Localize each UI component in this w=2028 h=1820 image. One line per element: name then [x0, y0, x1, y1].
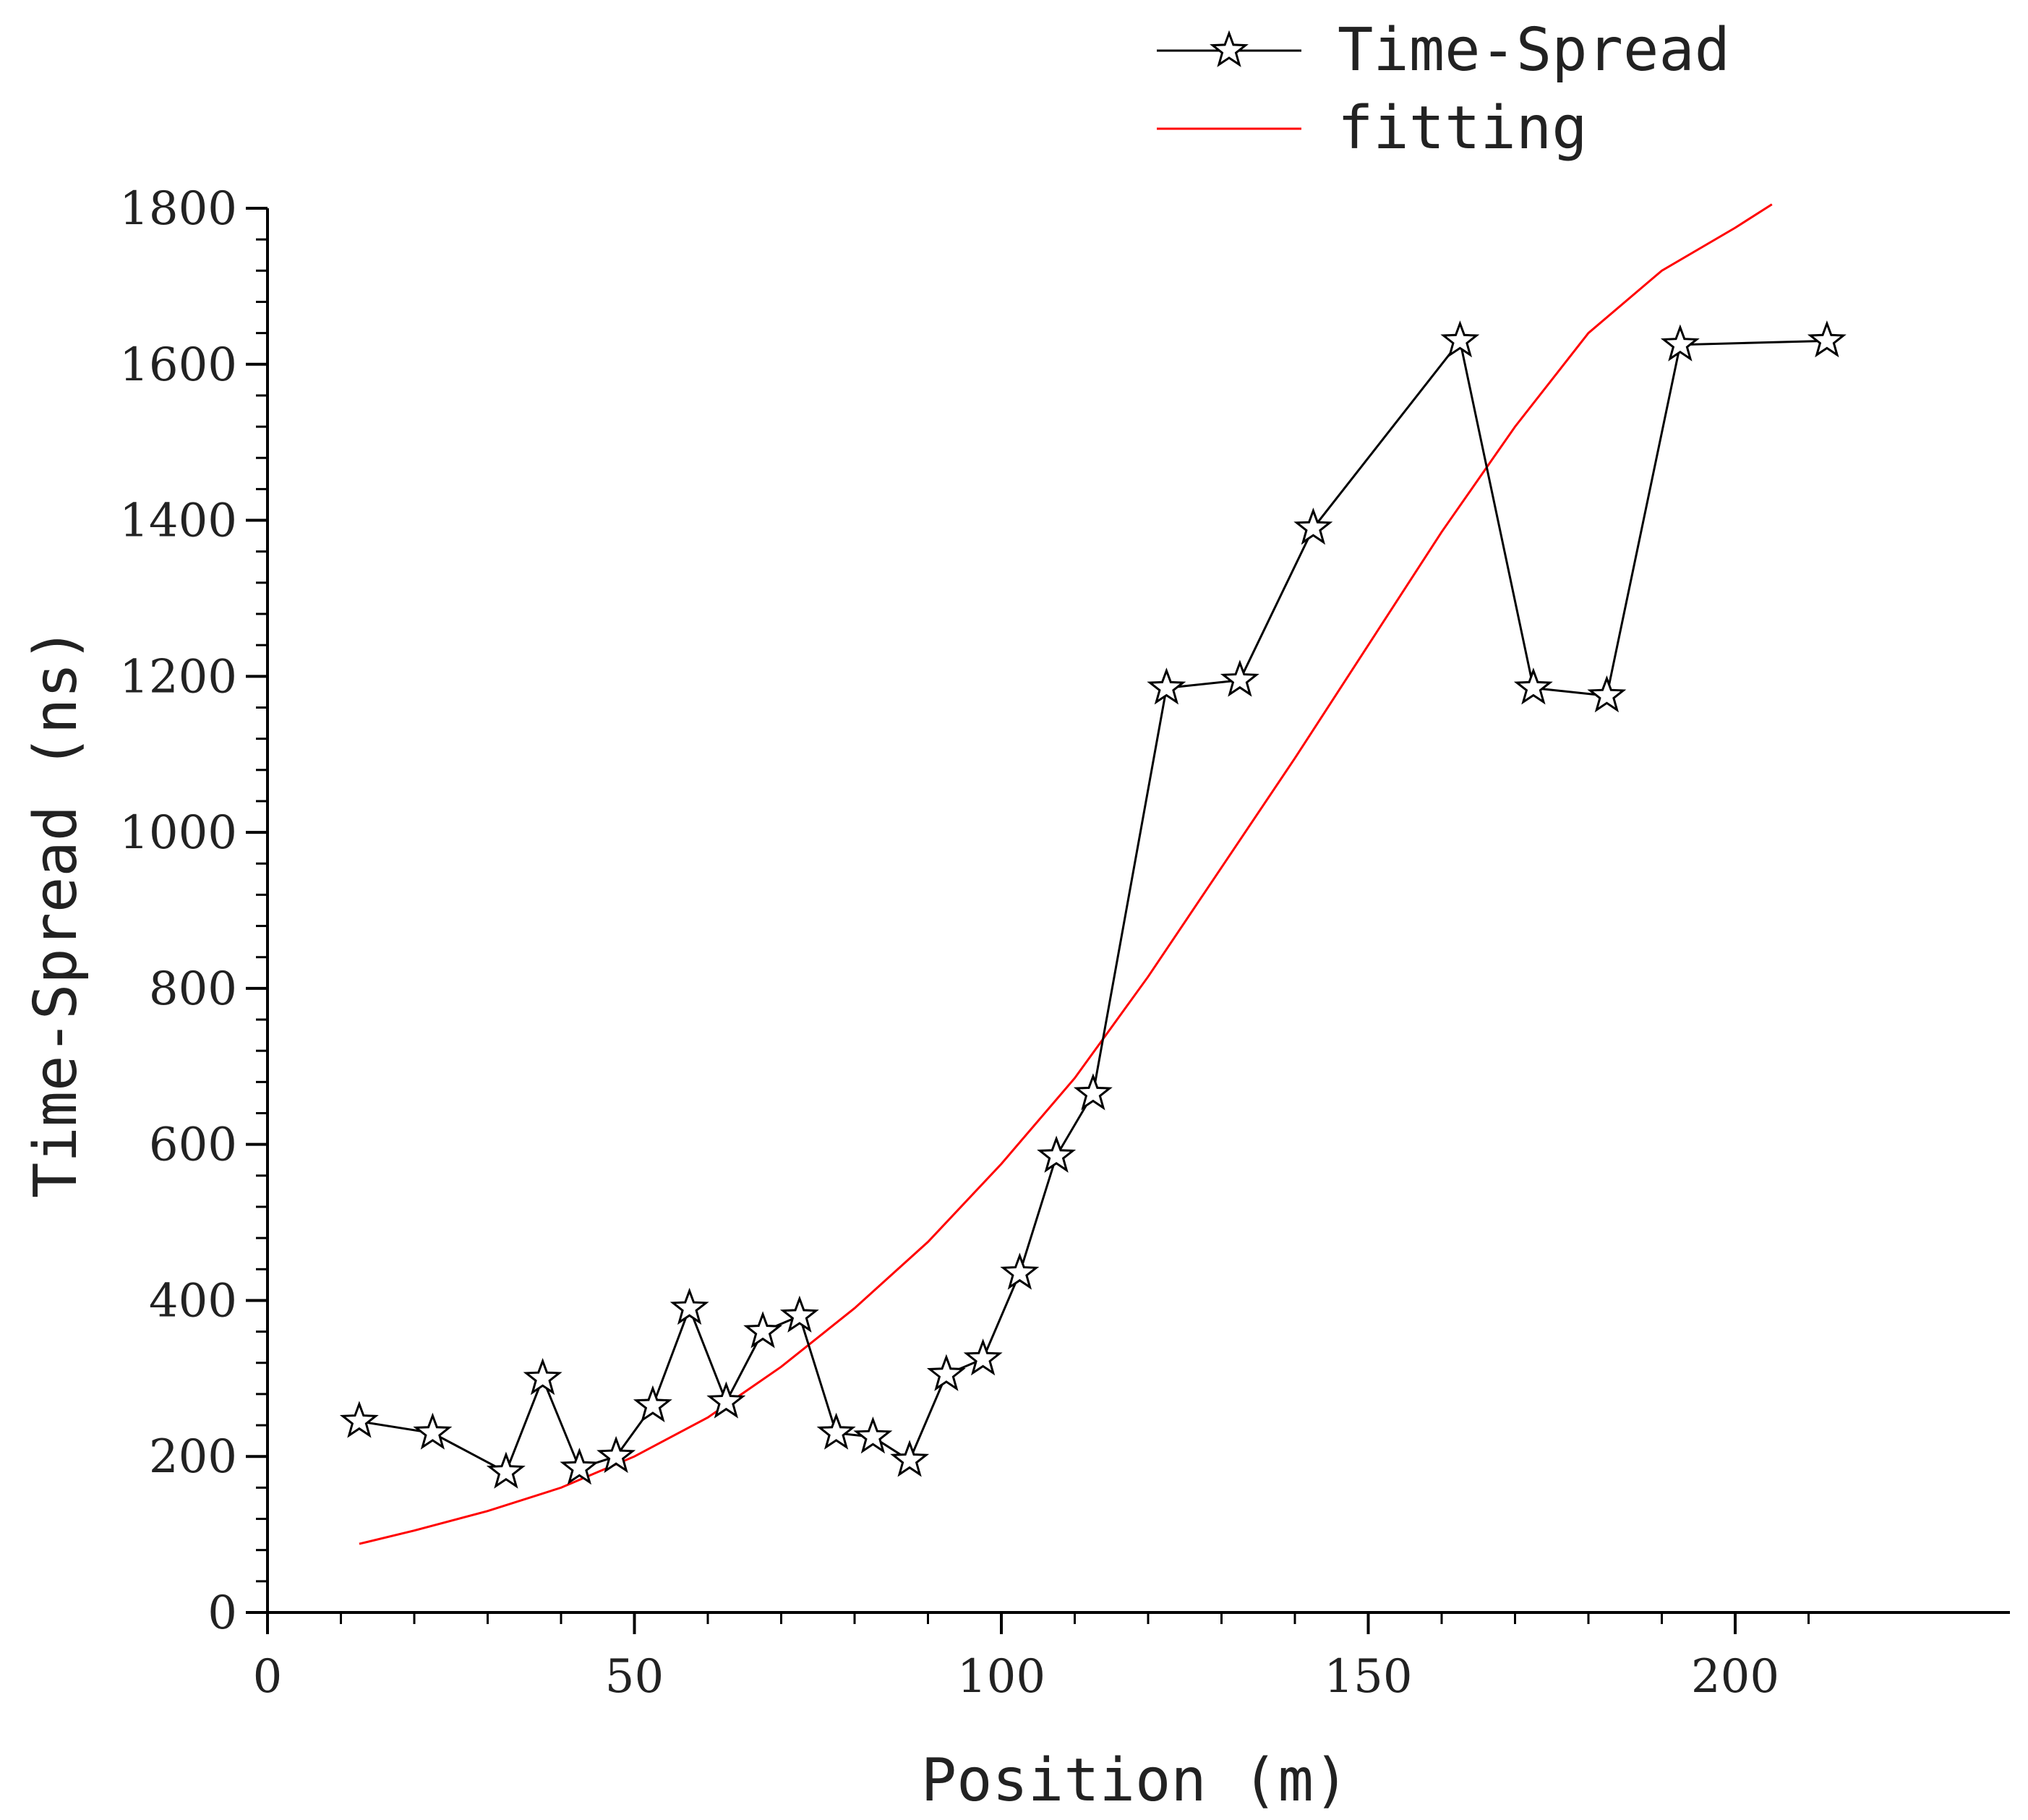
y-tick-label: 1800 [119, 182, 237, 236]
legend-label-fitting: fitting [1338, 94, 1588, 163]
time-spread-point [743, 1311, 783, 1349]
y-tick-label: 0 [207, 1586, 237, 1640]
x-tick-label: 100 [957, 1650, 1045, 1704]
x-tick-label: 200 [1691, 1650, 1779, 1704]
y-tick-label: 400 [149, 1274, 237, 1328]
x-tick-label: 150 [1324, 1650, 1412, 1704]
time-spread-point [1037, 1135, 1077, 1173]
time-spread-point [1000, 1252, 1040, 1290]
time-spread-point [633, 1385, 672, 1423]
y-tick-label: 1000 [119, 806, 237, 860]
time-spread-point [816, 1412, 856, 1450]
x-axis-ticks: 0 50 100 150 200 [253, 1612, 1810, 1704]
time-spread-point [1293, 507, 1333, 545]
axes [266, 208, 2010, 1614]
y-tick-label: 1400 [119, 495, 237, 548]
series-line-fitting [359, 203, 1773, 1545]
series-line-time-spread [359, 338, 1827, 1474]
time-spread-point [779, 1295, 819, 1333]
time-spread-point [413, 1412, 453, 1450]
time-spread-point [926, 1354, 966, 1391]
legend-star-marker-icon [1210, 30, 1249, 67]
time-spread-point [1220, 659, 1259, 697]
time-spread-point [596, 1435, 636, 1474]
y-tick-label: 600 [149, 1119, 237, 1172]
time-spread-point [1073, 1073, 1113, 1111]
time-spread-point [669, 1287, 709, 1325]
time-spread-point [560, 1448, 599, 1485]
legend: Time-Spread fitting [1157, 16, 1730, 163]
time-spread-point [853, 1416, 893, 1454]
y-tick-label: 200 [149, 1430, 237, 1484]
x-tick-label: 0 [253, 1650, 283, 1704]
y-axis-ticks: 0 200 400 600 800 1000 1200 1400 1600 1800 [119, 182, 268, 1640]
time-spread-point [1587, 675, 1627, 713]
y-tick-label: 1200 [119, 650, 237, 704]
time-spread-point [1147, 667, 1186, 705]
y-tick-label: 1600 [119, 338, 237, 392]
time-spread-point [1807, 320, 1847, 358]
legend-star-shape [1210, 30, 1249, 67]
x-tick-label: 50 [605, 1650, 664, 1704]
time-spread-point [963, 1338, 1003, 1376]
series-layer [339, 203, 1847, 1545]
time-spread-point [486, 1451, 526, 1489]
time-spread-point [1660, 324, 1700, 362]
time-spread-point [523, 1357, 562, 1396]
time-spread-point [1440, 320, 1480, 358]
y-tick-label: 800 [149, 962, 237, 1016]
time-spread-point [1513, 667, 1553, 705]
y-axis-title: Time-Spread (ns) [22, 627, 90, 1198]
time-spread-point [706, 1381, 746, 1419]
time-spread-point [339, 1401, 379, 1438]
time-spread-point [890, 1440, 930, 1477]
legend-label-time-spread: Time-Spread [1338, 16, 1730, 85]
x-axis-title: Position (m) [921, 1746, 1349, 1815]
